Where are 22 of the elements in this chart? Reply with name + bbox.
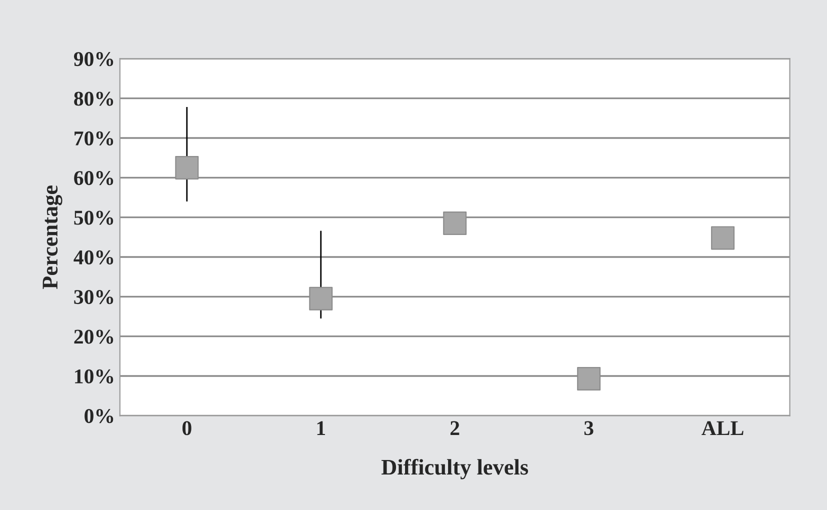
y-tick-label: 40% xyxy=(74,250,114,264)
y-axis-title: Percentage xyxy=(42,185,62,290)
x-tick-label: 1 xyxy=(317,421,326,435)
y-tick-label: 20% xyxy=(74,330,114,344)
x-tick-label: ALL xyxy=(702,421,744,435)
y-tick-label: 60% xyxy=(74,171,114,186)
x-tick-label: 0 xyxy=(182,421,192,436)
x-tick-label: 3 xyxy=(584,421,594,436)
point xyxy=(577,367,601,391)
x-axis-title: Difficulty levels xyxy=(381,458,528,480)
point xyxy=(175,156,199,180)
y-tick-label: 10% xyxy=(75,369,114,384)
point xyxy=(309,286,333,310)
y-tick-label: 50% xyxy=(74,210,114,225)
y-tick-label: 90% xyxy=(74,52,114,66)
x-tick-label: 2 xyxy=(450,421,460,435)
point xyxy=(443,212,467,236)
y-tick-label: 70% xyxy=(74,131,114,146)
y-tick-label: 0% xyxy=(84,409,114,424)
y-tick-label: 30% xyxy=(74,290,114,304)
point xyxy=(711,226,735,250)
y-tick-label: 80% xyxy=(74,92,114,106)
